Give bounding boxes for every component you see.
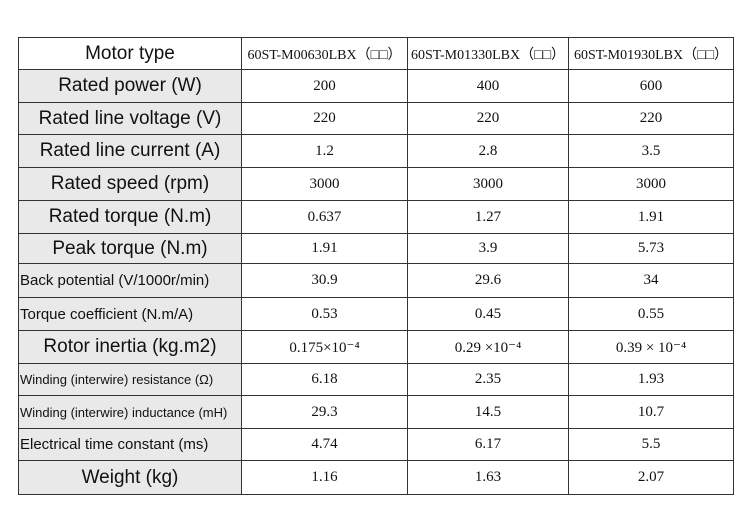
cell-value: 220 bbox=[568, 102, 734, 135]
table-row: Torque coefficient (N.m/A) 0.53 0.45 0.55 bbox=[18, 297, 734, 331]
cell-value: 4.74 bbox=[241, 428, 408, 461]
cell-value: 400 bbox=[407, 69, 569, 103]
cell-value: 3000 bbox=[568, 167, 734, 201]
row-label: Motor type bbox=[18, 37, 242, 70]
table-row: Winding (interwire) resistance (Ω) 6.18 2.… bbox=[18, 363, 734, 396]
row-label: Peak torque (N.m) bbox=[18, 233, 242, 264]
row-label: Rated power (W) bbox=[18, 69, 242, 103]
spec-table-wrap: Motor type 60ST-M00630LBX（□□） 60ST-M01330L… bbox=[18, 37, 734, 495]
row-label: Weight (kg) bbox=[18, 460, 242, 495]
column-header: 60ST-M01330LBX（□□） bbox=[407, 37, 569, 70]
row-label: Rated speed (rpm) bbox=[18, 167, 242, 201]
cell-value: 1.2 bbox=[241, 134, 408, 168]
cell-value: 1.27 bbox=[407, 200, 569, 234]
cell-value: 10.7 bbox=[568, 395, 734, 429]
cell-value: 5.5 bbox=[568, 428, 734, 461]
header-row: Motor type 60ST-M00630LBX（□□） 60ST-M01330L… bbox=[18, 37, 734, 70]
table-row: Rated line voltage (V) 220 220 220 bbox=[18, 102, 734, 135]
cell-value: 1.93 bbox=[568, 363, 734, 396]
table-row: Weight (kg) 1.16 1.63 2.07 bbox=[18, 460, 734, 495]
cell-value: 34 bbox=[568, 263, 734, 298]
table-row: Rated power (W) 200 400 600 bbox=[18, 69, 734, 103]
column-header: 60ST-M01930LBX（□□） bbox=[568, 37, 734, 70]
cell-value: 1.16 bbox=[241, 460, 408, 495]
cell-value: 1.91 bbox=[568, 200, 734, 234]
cell-value: 6.18 bbox=[241, 363, 408, 396]
cell-value: 0.637 bbox=[241, 200, 408, 234]
cell-value: 0.55 bbox=[568, 297, 734, 331]
cell-value: 6.17 bbox=[407, 428, 569, 461]
cell-value: 29.3 bbox=[241, 395, 408, 429]
table-row: Rated speed (rpm) 3000 3000 3000 bbox=[18, 167, 734, 201]
cell-value: 1.91 bbox=[241, 233, 408, 264]
table-row: Rated torque (N.m) 0.637 1.27 1.91 bbox=[18, 200, 734, 234]
cell-value: 0.45 bbox=[407, 297, 569, 331]
row-label: Electrical time constant (ms) bbox=[18, 428, 242, 461]
cell-value: 200 bbox=[241, 69, 408, 103]
cell-value: 0.39 × 10⁻⁴ bbox=[568, 330, 734, 364]
cell-value: 29.6 bbox=[407, 263, 569, 298]
cell-value: 3.5 bbox=[568, 134, 734, 168]
row-label: Rated line voltage (V) bbox=[18, 102, 242, 135]
row-label: Winding (interwire) resistance (Ω) bbox=[18, 363, 242, 396]
row-label: Torque coefficient (N.m/A) bbox=[18, 297, 242, 331]
row-label: Rated line current (A) bbox=[18, 134, 242, 168]
cell-value: 0.29 ×10⁻⁴ bbox=[407, 330, 569, 364]
cell-value: 0.175×10⁻⁴ bbox=[241, 330, 408, 364]
cell-value: 2.8 bbox=[407, 134, 569, 168]
row-label: Back potential (V/1000r/min) bbox=[18, 263, 242, 298]
cell-value: 14.5 bbox=[407, 395, 569, 429]
cell-value: 3000 bbox=[407, 167, 569, 201]
table-row: Electrical time constant (ms) 4.74 6.17 5.5 bbox=[18, 428, 734, 461]
column-header: 60ST-M00630LBX（□□） bbox=[241, 37, 408, 70]
cell-value: 220 bbox=[407, 102, 569, 135]
row-label: Rotor inertia (kg.m2) bbox=[18, 330, 242, 364]
cell-value: 600 bbox=[568, 69, 734, 103]
cell-value: 0.53 bbox=[241, 297, 408, 331]
cell-value: 5.73 bbox=[568, 233, 734, 264]
row-label: Rated torque (N.m) bbox=[18, 200, 242, 234]
cell-value: 220 bbox=[241, 102, 408, 135]
row-label: Winding (interwire) inductance (mH) bbox=[18, 395, 242, 429]
cell-value: 2.35 bbox=[407, 363, 569, 396]
cell-value: 3000 bbox=[241, 167, 408, 201]
cell-value: 3.9 bbox=[407, 233, 569, 264]
table-row: Winding (interwire) inductance (mH) 29.3 1… bbox=[18, 395, 734, 429]
table-row: Rotor inertia (kg.m2) 0.175×10⁻⁴ 0.29 ×10⁻… bbox=[18, 330, 734, 364]
cell-value: 30.9 bbox=[241, 263, 408, 298]
cell-value: 2.07 bbox=[568, 460, 734, 495]
table-row: Rated line current (A) 1.2 2.8 3.5 bbox=[18, 134, 734, 168]
cell-value: 1.63 bbox=[407, 460, 569, 495]
table-row: Peak torque (N.m) 1.91 3.9 5.73 bbox=[18, 233, 734, 264]
table-row: Back potential (V/1000r/min) 30.9 29.6 34 bbox=[18, 263, 734, 298]
spec-table: Motor type 60ST-M00630LBX（□□） 60ST-M01330L… bbox=[18, 37, 734, 495]
